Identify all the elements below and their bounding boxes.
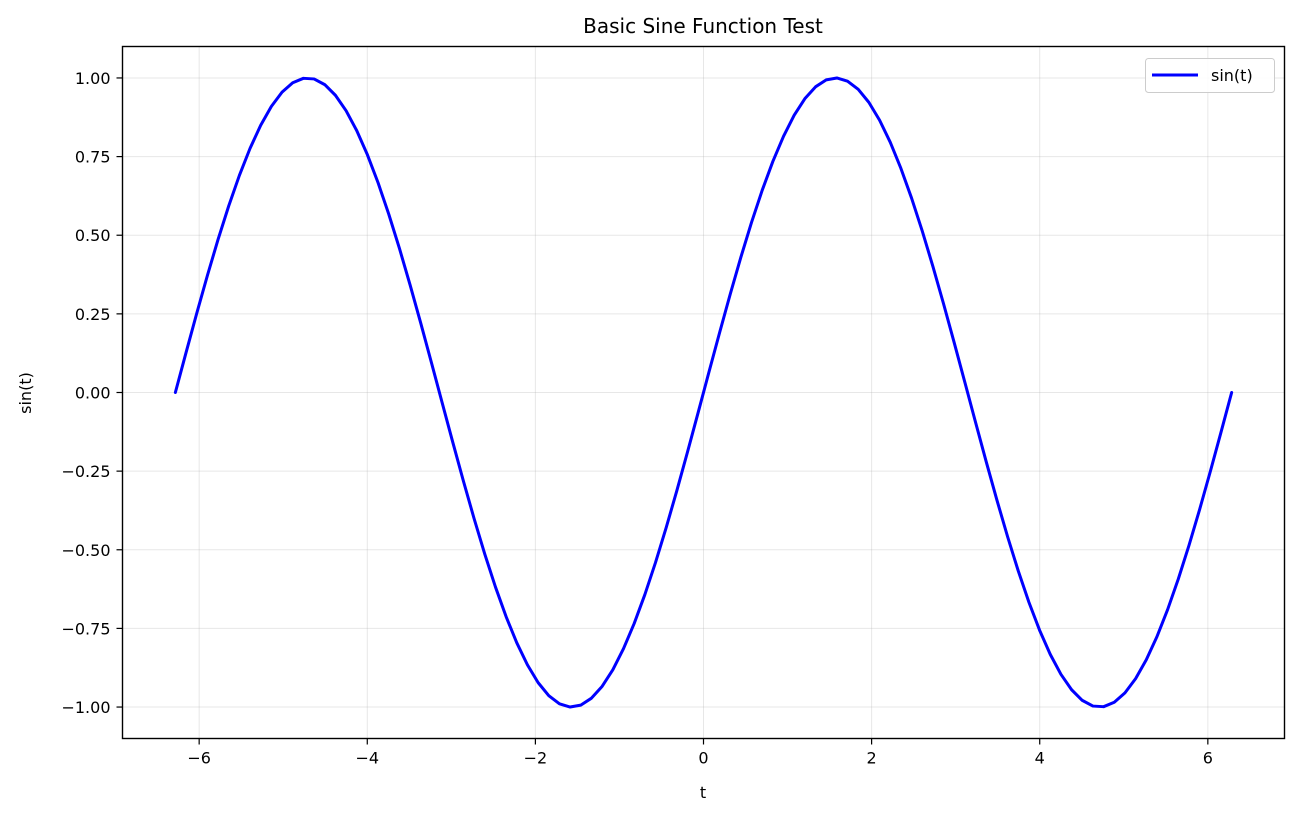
chart-title: Basic Sine Function Test (583, 14, 823, 38)
x-tick-label: 6 (1203, 749, 1213, 768)
series-line-sin (173, 76, 1234, 709)
y-axis-title: sin(t) (16, 372, 35, 414)
y-tick-label: −0.75 (61, 619, 110, 638)
x-tick-label: −2 (524, 749, 548, 768)
y-tick-label: −0.25 (61, 462, 110, 481)
x-tick-label: 4 (1035, 749, 1045, 768)
y-tick-label: −1.00 (61, 698, 110, 717)
legend-label-sin: sin(t) (1211, 66, 1253, 85)
legend-box (1145, 58, 1275, 93)
y-tick-label: 0.00 (75, 384, 111, 403)
y-axis-ticks: 1.00 0.75 0.50 0.25 0.00 −0.25 −0.50 −0.75 −1.00 (61, 69, 123, 717)
y-tick-label: 0.75 (75, 148, 111, 167)
x-tick-label: 0 (698, 749, 708, 768)
x-tick-label: −4 (355, 749, 379, 768)
x-tick-label: −6 (187, 749, 211, 768)
y-tick-label: 0.50 (75, 226, 111, 245)
x-tick-label: 2 (867, 749, 877, 768)
y-tick-label: 0.25 (75, 305, 111, 324)
legend: sin(t) (1145, 58, 1275, 93)
y-tick-label: 1.00 (75, 69, 111, 88)
x-axis-ticks: −6 −4 −2 0 2 4 6 (187, 738, 1213, 768)
plot-area: −6 −4 −2 0 2 4 6 1.00 0.75 0.50 0.25 0.00 −0.25 −0.5… (61, 45, 1286, 768)
x-axis-title: t (700, 783, 706, 802)
grid-lines (122, 46, 1285, 739)
y-tick-label: −0.50 (61, 541, 110, 560)
